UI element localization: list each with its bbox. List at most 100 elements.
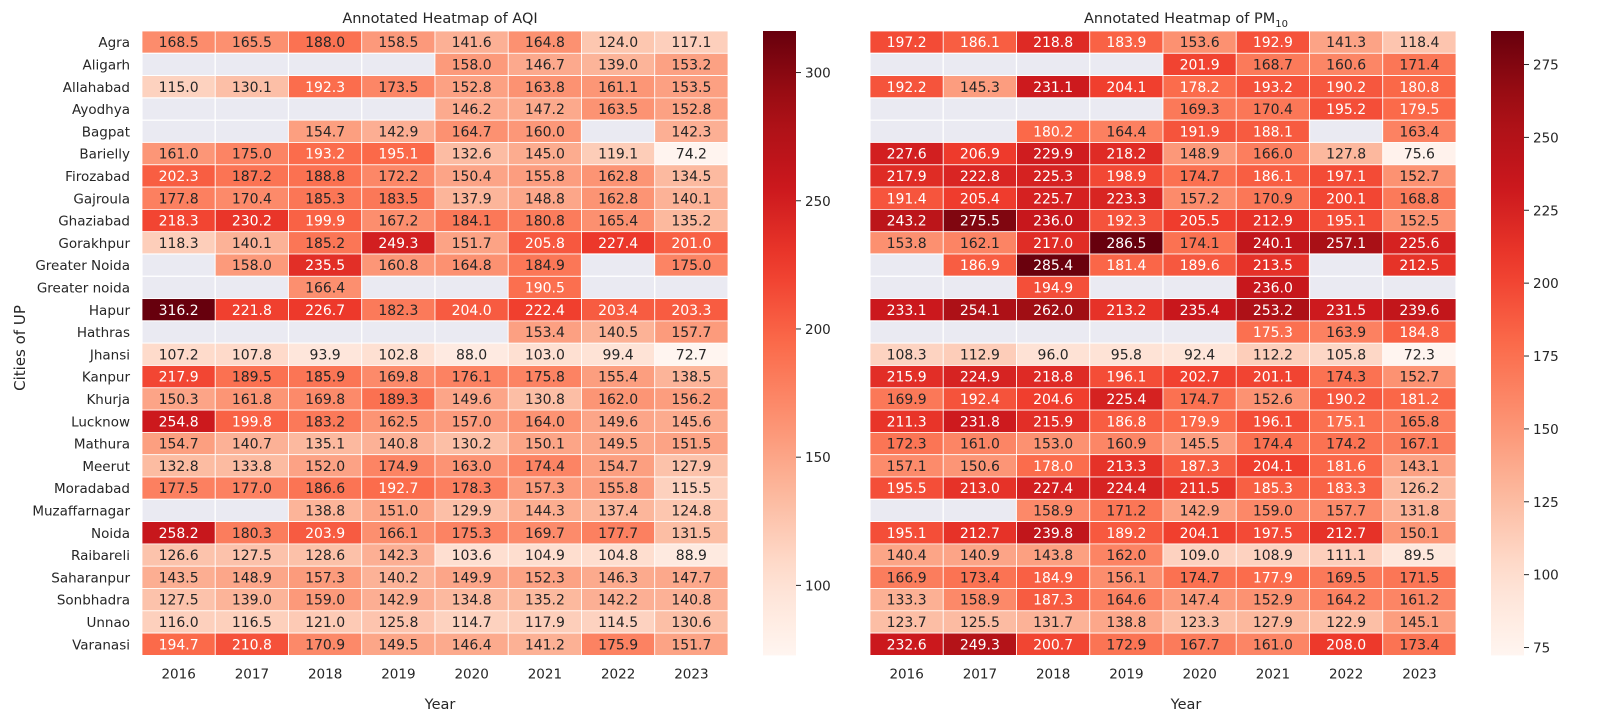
cell-value-label: 173.4 (960, 570, 1000, 586)
cell-value-label: 145.6 (671, 414, 711, 430)
cell-value-label: 152.3 (525, 570, 565, 586)
missing-cell (214, 97, 290, 121)
city-tick-label: Hapur (89, 303, 131, 319)
colorbar-tick-label: 150 (805, 450, 831, 466)
cell-value-label: 148.9 (232, 570, 272, 586)
cell-value-label: 275.5 (960, 214, 1000, 230)
missing-cell (1015, 320, 1091, 344)
cell-value-label: 162.8 (598, 191, 638, 207)
cell-value-label: 146.3 (598, 570, 638, 586)
city-tick-label: Moradabad (54, 481, 130, 497)
cell-value-label: 201.0 (671, 236, 711, 252)
cell-value-label: 236.0 (1253, 280, 1293, 296)
cell-value-label: 199.8 (232, 414, 272, 430)
cell-value-label: 177.9 (1253, 570, 1293, 586)
cell-value-label: 210.8 (232, 637, 272, 653)
city-tick-label: Aligarh (83, 57, 130, 73)
cell-value-label: 316.2 (159, 303, 199, 319)
cell-value-label: 235.5 (305, 258, 345, 274)
cell-value-label: 204.1 (1106, 80, 1146, 96)
cell-value-label: 114.7 (452, 615, 492, 631)
cell-value-label: 150.6 (960, 459, 1000, 475)
missing-cell (141, 52, 216, 77)
cell-value-label: 218.3 (159, 214, 199, 230)
cell-value-label: 158.0 (232, 258, 272, 274)
missing-cell (287, 320, 363, 344)
cell-value-label: 157.7 (1326, 503, 1366, 519)
cell-value-label: 112.2 (1253, 347, 1293, 363)
cell-value-label: 194.7 (159, 637, 199, 653)
missing-cell (287, 52, 363, 77)
cell-value-label: 182.3 (378, 303, 418, 319)
cell-value-label: 175.3 (1253, 325, 1293, 341)
colorbar-tick-label: 125 (1533, 495, 1559, 511)
cell-value-label: 164.0 (525, 414, 565, 430)
city-tick-label: Gorakhpur (58, 236, 130, 252)
city-tick-label: Khurja (86, 392, 130, 408)
cell-value-label: 186.8 (1106, 414, 1146, 430)
missing-cell (214, 119, 290, 144)
cell-value-label: 142.3 (671, 124, 711, 140)
cell-value-label: 175.8 (525, 370, 565, 386)
cell-value-label: 233.1 (887, 303, 927, 319)
cell-value-label: 230.2 (232, 214, 272, 230)
missing-cell (869, 119, 944, 144)
cell-value-label: 163.0 (452, 459, 492, 475)
cell-value-label: 167.7 (1180, 637, 1220, 653)
cell-value-label: 222.8 (960, 169, 1000, 185)
cell-value-label: 181.2 (1399, 392, 1439, 408)
cell-value-label: 117.1 (671, 35, 711, 51)
cell-value-label: 122.9 (1326, 615, 1366, 631)
cell-value-label: 173.4 (1399, 637, 1439, 653)
cell-value-label: 195.5 (887, 481, 927, 497)
missing-cell (214, 498, 290, 523)
missing-cell (869, 97, 944, 121)
cell-value-label: 158.9 (1033, 503, 1073, 519)
cell-value-label: 170.4 (232, 191, 272, 207)
cell-value-label: 164.4 (1106, 124, 1146, 140)
cell-value-label: 124.8 (671, 503, 711, 519)
missing-cell (141, 119, 216, 144)
cell-value-label: 254.8 (159, 414, 199, 430)
missing-cell (869, 320, 944, 344)
cell-value-label: 153.4 (525, 325, 565, 341)
cell-value-label: 232.6 (887, 637, 927, 653)
missing-cell (141, 275, 216, 300)
cell-value-label: 174.7 (1180, 392, 1220, 408)
cell-value-label: 162.5 (378, 414, 418, 430)
cell-value-label: 192.3 (305, 80, 345, 96)
cell-value-label: 169.7 (525, 526, 565, 542)
cell-value-label: 128.6 (305, 548, 345, 564)
colorbar-tick-label: 200 (1533, 276, 1559, 292)
pm10-title-main: Annotated Heatmap of PM (1084, 11, 1275, 27)
cell-value-label: 188.1 (1253, 124, 1293, 140)
cell-value-label: 125.5 (960, 615, 1000, 631)
cell-value-label: 187.3 (1033, 593, 1073, 609)
cell-value-label: 140.2 (378, 570, 418, 586)
cell-value-label: 161.0 (960, 437, 1000, 453)
cell-value-label: 138.8 (305, 503, 345, 519)
city-tick-label: Gajroula (73, 191, 130, 207)
cell-value-label: 221.8 (232, 303, 272, 319)
cell-value-label: 190.2 (1326, 392, 1366, 408)
cell-value-label: 169.8 (378, 370, 418, 386)
city-tick-label: Kanpur (82, 370, 131, 386)
cell-value-label: 217.9 (159, 370, 199, 386)
cell-value-label: 140.8 (671, 593, 711, 609)
city-tick-label: Jhansi (89, 347, 130, 363)
missing-cell (1089, 52, 1164, 77)
year-tick-label: 2017 (235, 666, 269, 682)
cell-value-label: 197.5 (1253, 526, 1293, 542)
cell-value-label: 117.9 (525, 615, 565, 631)
cell-value-label: 231.5 (1326, 303, 1366, 319)
cell-value-label: 75.6 (1404, 147, 1435, 163)
cell-value-label: 173.5 (378, 80, 418, 96)
cell-value-label: 149.5 (598, 437, 638, 453)
colorbar-tick-label: 175 (1533, 349, 1559, 365)
cell-value-label: 169.9 (887, 392, 927, 408)
cell-value-label: 195.1 (887, 526, 927, 542)
cell-value-label: 231.8 (960, 414, 1000, 430)
cell-value-label: 141.6 (452, 35, 492, 51)
city-tick-label: Mathura (74, 437, 130, 453)
cell-value-label: 149.5 (378, 637, 418, 653)
